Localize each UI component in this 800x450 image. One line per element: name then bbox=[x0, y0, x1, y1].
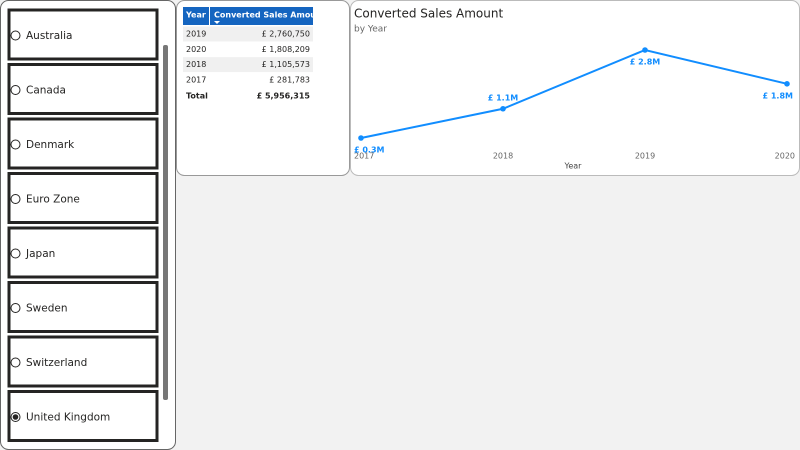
row-bg bbox=[183, 26, 313, 42]
x-tick-label: 2018 bbox=[493, 152, 513, 161]
data-label: £ 1.8M bbox=[763, 91, 794, 100]
table-header-bg bbox=[183, 7, 313, 25]
slicer-label: Switzerland bbox=[26, 357, 87, 369]
table-total: Total bbox=[186, 92, 208, 101]
sort-icon bbox=[214, 21, 220, 24]
data-label: £ 2.8M bbox=[630, 58, 661, 67]
data-point bbox=[500, 105, 506, 112]
x-axis-title: Year bbox=[564, 162, 583, 171]
radio-button[interactable] bbox=[10, 139, 21, 150]
x-tick-label: 2019 bbox=[635, 152, 655, 161]
radio-button[interactable] bbox=[10, 357, 21, 368]
x-tick-label: 2020 bbox=[775, 152, 795, 161]
table-cell: £ 1,105,573 bbox=[262, 60, 310, 69]
chart-subtitle: by Year bbox=[354, 25, 387, 35]
radio-button[interactable] bbox=[10, 30, 21, 41]
slicer-label: Denmark bbox=[26, 139, 75, 151]
slicer-label: Euro Zone bbox=[26, 194, 80, 206]
slicer-item[interactable] bbox=[7, 117, 159, 170]
slicer-item[interactable] bbox=[7, 226, 159, 279]
chart-title: Converted Sales Amount bbox=[354, 7, 503, 21]
slicer-label: Sweden bbox=[26, 303, 68, 315]
radio-button[interactable] bbox=[10, 194, 21, 204]
table-cell: 2019 bbox=[186, 30, 206, 39]
radio-button[interactable] bbox=[10, 248, 21, 259]
table-cell: 2017 bbox=[186, 75, 206, 84]
table-panel bbox=[176, 0, 350, 176]
table-cell: £ 281,783 bbox=[269, 75, 310, 84]
slicer-label: Australia bbox=[26, 30, 72, 42]
table-total: £ 5,956,315 bbox=[257, 92, 311, 101]
slicer-item[interactable] bbox=[7, 390, 159, 442]
table-cell: £ 1,808,209 bbox=[262, 45, 310, 54]
data-point bbox=[784, 81, 790, 87]
slicer-item[interactable] bbox=[7, 335, 159, 388]
data-label: £ 1.1M bbox=[488, 93, 519, 102]
radio-dot bbox=[12, 414, 19, 420]
data-point bbox=[358, 135, 364, 141]
scrollbar bbox=[163, 45, 168, 400]
slicer-item[interactable] bbox=[7, 172, 159, 224]
table-cell: £ 2,760,750 bbox=[262, 30, 310, 39]
table-cell: 2020 bbox=[186, 45, 206, 54]
radio-button[interactable] bbox=[10, 303, 21, 313]
table-header: Converted Sales Amount bbox=[214, 11, 326, 20]
data-point bbox=[642, 47, 648, 53]
radio-button[interactable] bbox=[10, 85, 21, 95]
slicer-label: United Kingdom bbox=[26, 412, 110, 424]
table-cell: 2018 bbox=[186, 60, 206, 69]
line-series bbox=[360, 48, 788, 139]
x-tick-label: 2017 bbox=[354, 152, 374, 161]
slicer-item[interactable] bbox=[7, 281, 159, 333]
slicer-label: Canada bbox=[26, 85, 66, 97]
table-header: Year bbox=[185, 11, 206, 20]
slicer-item[interactable] bbox=[7, 8, 159, 61]
chart-panel bbox=[350, 0, 800, 176]
row-bg bbox=[183, 57, 313, 73]
slicer-item[interactable] bbox=[7, 63, 159, 115]
data-label: £ 0.3M bbox=[354, 145, 385, 154]
slicer-label: Japan bbox=[25, 248, 55, 260]
